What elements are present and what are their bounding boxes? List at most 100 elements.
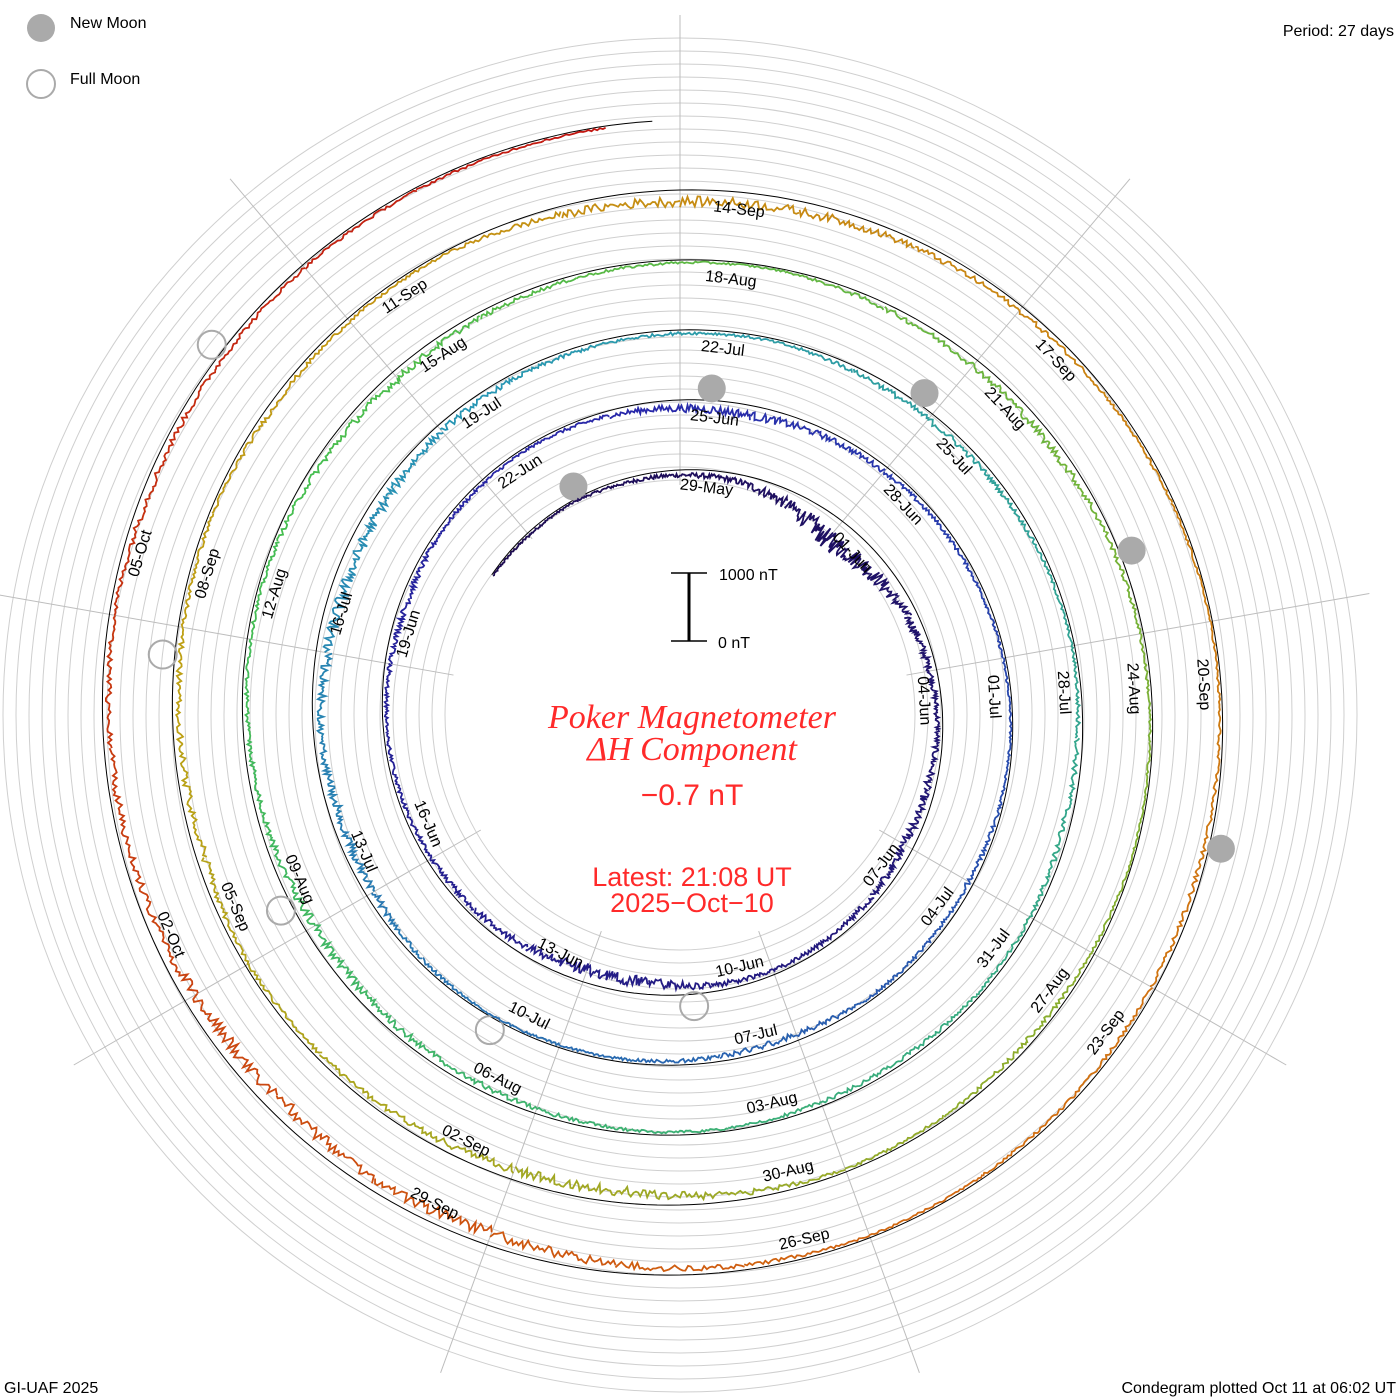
date-label: 22-Jun	[495, 452, 545, 493]
trace-segment	[243, 639, 253, 741]
trace-segment	[525, 943, 590, 975]
date-label: 30-Aug	[761, 1157, 815, 1185]
date-label: 16-Jun	[410, 798, 445, 850]
trace-segment	[975, 916, 1031, 996]
trace-segment	[349, 252, 449, 323]
trace-segment	[371, 892, 423, 960]
date-label: 20-Sep	[1193, 658, 1213, 711]
date-label: 25-Jun	[689, 407, 740, 430]
trace-segment	[200, 857, 250, 966]
trace-segment	[903, 994, 978, 1057]
trace-segment	[211, 409, 273, 514]
date-label: 22-Jul	[700, 338, 745, 360]
trace-segment	[1018, 310, 1108, 399]
date-label: 31-Jul	[974, 926, 1014, 971]
trace-segment	[348, 495, 390, 576]
trace-segment	[438, 481, 486, 537]
trace-segment	[614, 1260, 745, 1273]
trace-segment	[592, 330, 681, 349]
new-moon-icon	[910, 379, 939, 408]
trace-segment	[336, 815, 376, 893]
new-moon-icon	[697, 374, 726, 403]
trace-segment	[1139, 633, 1153, 743]
trace-segment	[276, 452, 330, 542]
chart-subtitle: ΔH Component	[585, 731, 798, 768]
baseline-path	[101, 120, 1224, 1276]
trace-segment	[572, 481, 626, 503]
trace-segment	[374, 1178, 493, 1236]
trace-segment	[679, 401, 751, 421]
trace-segment	[624, 471, 681, 485]
trace-segment	[852, 368, 930, 420]
trace-segment	[639, 1054, 721, 1064]
grid-radial	[440, 930, 602, 1373]
trace-segment	[1070, 645, 1082, 739]
trace-segment	[996, 733, 1013, 811]
trace-segment	[844, 1114, 944, 1170]
trace-segment	[448, 1065, 538, 1111]
date-label: 24-Aug	[1123, 662, 1143, 714]
date-label: 02-Sep	[439, 1122, 493, 1160]
dh-trace	[105, 126, 1222, 1273]
grid-radial	[229, 178, 533, 540]
date-label: 12-Aug	[259, 567, 290, 621]
trace-segment	[866, 571, 913, 616]
trace-segment	[866, 945, 926, 1001]
trace-segment	[943, 1041, 1027, 1118]
trace-segment	[483, 439, 543, 484]
trace-segment	[796, 999, 868, 1038]
trace-segment	[489, 1231, 617, 1266]
trace-segment	[372, 1003, 450, 1068]
trace-segment	[409, 1121, 514, 1174]
baseline-spiral	[101, 120, 1224, 1276]
trace-segment	[719, 1032, 797, 1060]
trace-segment	[174, 627, 186, 745]
trace-segment	[561, 195, 681, 219]
trace-segment	[322, 573, 356, 654]
trace-segment	[1106, 396, 1174, 503]
trace-segment	[510, 344, 594, 381]
full-moon-legend-icon	[26, 69, 56, 99]
period-label: Period: 27 days	[1282, 23, 1394, 40]
plotted-label: Condegram plotted Oct 11 at 06:02 UT	[1121, 1380, 1396, 1397]
date-label: 11-Sep	[379, 276, 431, 318]
date-label: 28-Jul	[1054, 670, 1073, 714]
date-label: 08-Sep	[192, 546, 223, 600]
trace-segment	[768, 339, 853, 373]
trace-segment	[735, 1168, 846, 1196]
date-label: 18-Aug	[704, 268, 757, 291]
new-moon-icon	[1117, 536, 1146, 565]
trace-segment	[631, 1127, 729, 1135]
trace-segment	[576, 260, 681, 280]
trace-segment	[982, 1090, 1079, 1177]
trace-segment	[269, 321, 352, 411]
trace-segment	[728, 1101, 822, 1130]
trace-segment	[771, 938, 829, 973]
trace-segment	[648, 978, 713, 993]
trace-segment	[927, 418, 995, 483]
scale-top-label: 1000 nT	[719, 567, 778, 584]
trace-segment	[1001, 657, 1013, 735]
trace-segment	[750, 411, 822, 436]
trace-segment	[536, 1106, 632, 1133]
trace-segment	[250, 541, 280, 640]
trace-segment	[400, 797, 433, 860]
trace-segment	[215, 267, 306, 370]
trace-segment	[304, 189, 417, 270]
trace-segment	[422, 957, 486, 1013]
trace-segment	[1046, 440, 1106, 533]
full-moon-icon	[265, 895, 296, 926]
scale-bottom-label: 0 nT	[718, 635, 750, 652]
trace-segment	[819, 433, 886, 473]
trace-segment	[385, 432, 444, 497]
trace-segment	[151, 369, 217, 489]
trace-segment	[1104, 530, 1142, 635]
trace-segment	[991, 481, 1043, 560]
trace-segment	[710, 968, 773, 989]
date-label: 27-Aug	[1028, 965, 1072, 1017]
trace-segment	[315, 652, 334, 737]
full-moon-icon	[147, 639, 178, 670]
trace-segment	[1090, 850, 1135, 954]
new-moon-icon	[1206, 834, 1235, 863]
